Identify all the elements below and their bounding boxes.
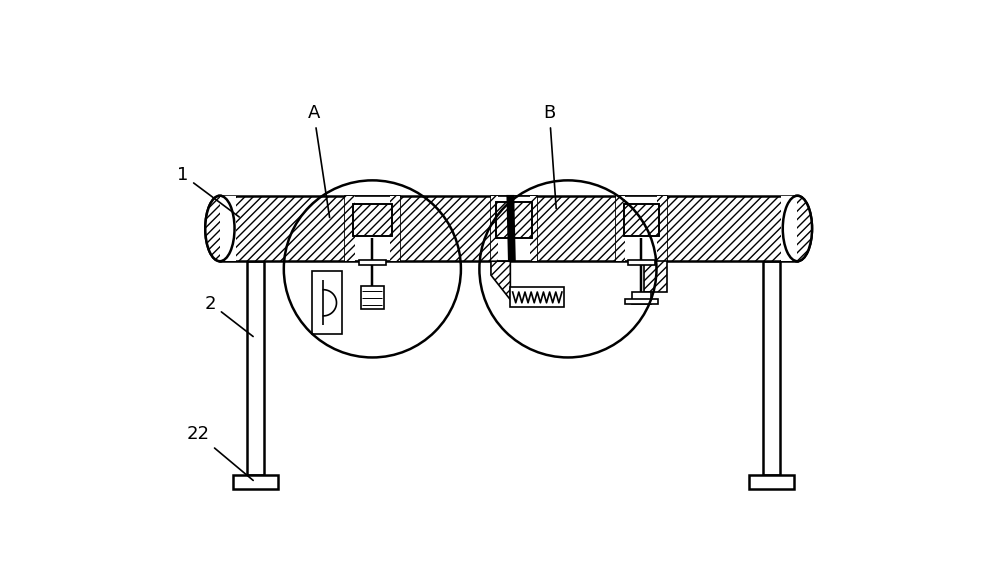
Polygon shape [644, 261, 666, 292]
Ellipse shape [205, 196, 235, 261]
Bar [361, 286, 384, 309]
Ellipse shape [205, 196, 235, 261]
Bar [510, 287, 564, 307]
Polygon shape [507, 196, 515, 261]
Bar [749, 475, 794, 489]
Bar [220, 196, 797, 261]
Bar [312, 271, 342, 334]
Polygon shape [491, 261, 510, 300]
Bar [628, 261, 655, 265]
Bar [220, 196, 236, 261]
Bar [624, 204, 659, 236]
Bar [624, 204, 659, 236]
Bar [491, 196, 498, 261]
Ellipse shape [783, 196, 812, 261]
Bar [353, 204, 392, 236]
Bar [616, 196, 667, 261]
Bar [345, 196, 400, 261]
Ellipse shape [783, 196, 812, 261]
Text: A: A [308, 104, 330, 218]
Bar [657, 196, 666, 261]
Bar [632, 292, 651, 303]
Bar [390, 196, 400, 261]
Bar [491, 196, 537, 261]
Bar [616, 196, 625, 261]
Text: B: B [543, 104, 556, 208]
Text: 2: 2 [205, 295, 253, 336]
Bar [781, 196, 797, 261]
Bar [345, 196, 355, 261]
Bar [763, 261, 780, 475]
Text: 1: 1 [177, 166, 239, 217]
Bar [233, 475, 278, 489]
Bar [496, 202, 532, 239]
Bar [496, 202, 532, 239]
Text: 22: 22 [187, 426, 253, 481]
Bar [247, 261, 264, 475]
Bar [625, 299, 658, 303]
Bar [353, 204, 392, 236]
Bar [358, 261, 386, 265]
Bar [530, 196, 537, 261]
